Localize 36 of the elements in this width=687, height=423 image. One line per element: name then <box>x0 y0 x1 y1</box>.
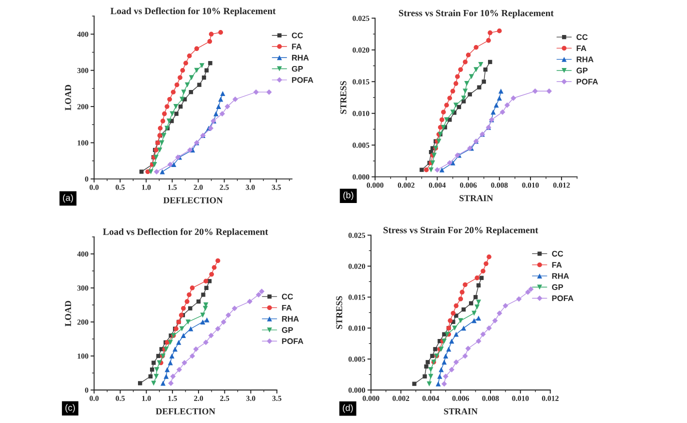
legend-label: CC <box>292 32 303 38</box>
chart-title: Load vs Deflection for 20% Replacement <box>102 228 268 237</box>
legend-label: RHA <box>576 56 594 62</box>
text: (d) <box>342 404 353 413</box>
chart-title: Load vs Deflection for 10% Replacement <box>110 7 276 16</box>
legend-label: FA <box>292 44 302 50</box>
legend-label: RHA <box>292 54 309 60</box>
x-axis-title: DEFLECTION <box>163 197 223 204</box>
x-axis-title: STRAIN <box>460 195 494 202</box>
y-axis-title: STRESS <box>336 296 342 329</box>
legend-label: POFA <box>552 295 574 302</box>
legend-label: RHA <box>282 316 299 322</box>
y-axis-title: LOAD <box>65 84 72 110</box>
legend-label: POFA <box>292 77 314 83</box>
chart-title: Stress vs Strain For 10% Replacement <box>398 10 554 18</box>
y-axis-title: STRESS <box>340 81 346 114</box>
legend-label: GP <box>282 327 293 333</box>
legend-label: CC <box>552 250 564 257</box>
legend-label: POFA <box>576 78 598 85</box>
legend-label: GP <box>576 68 588 74</box>
legend-label: POFA <box>282 338 304 344</box>
legend-label: FA <box>282 304 292 311</box>
legend-label: GP <box>292 66 303 72</box>
chart-title: Stress vs Strain For 20% Replacement <box>384 226 538 236</box>
legend-label: GP <box>552 284 564 290</box>
text: (c) <box>65 404 75 413</box>
legend-label: CC <box>282 294 293 300</box>
legend-label: FA <box>576 45 586 52</box>
y-axis-title: LOAD <box>65 300 72 326</box>
legend-label: RHA <box>552 273 569 279</box>
x-axis-title: DEFLECTION <box>156 408 216 414</box>
text: (b) <box>343 192 354 200</box>
x-axis-title: STRAIN <box>444 408 478 414</box>
legend-label: CC <box>576 34 588 40</box>
legend-label: FA <box>552 262 562 268</box>
text: (a) <box>63 194 73 203</box>
